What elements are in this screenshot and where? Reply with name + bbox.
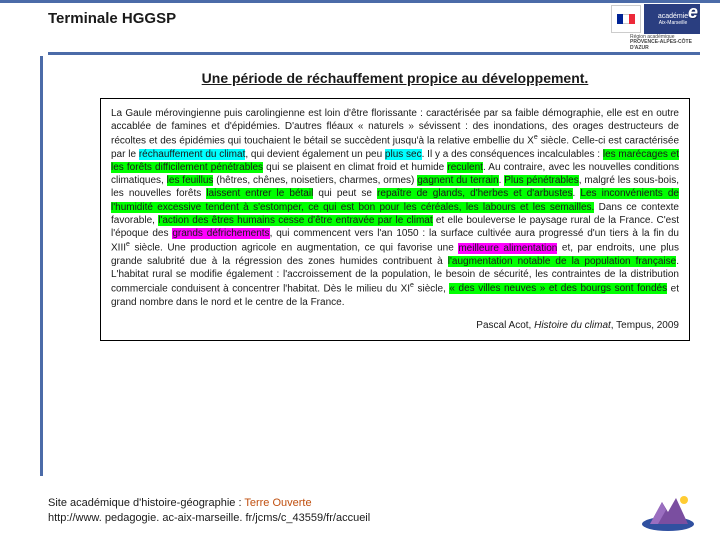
region-label: Région académique PROVENCE-ALPES-CÔTE D'… bbox=[630, 35, 700, 51]
footer-brand: Terre Ouverte bbox=[244, 497, 311, 509]
page-title: Terminale HGGSP bbox=[48, 10, 700, 27]
hl-reculent: reculent bbox=[447, 162, 483, 173]
hl-plus-sec: plus sec bbox=[385, 149, 422, 160]
terre-ouverte-icon bbox=[640, 490, 696, 532]
hl-penetrables: Plus pénétrables bbox=[504, 175, 579, 186]
top-accent-line bbox=[0, 0, 720, 3]
header-logos: académie Aix-Marseille e Région académiq… bbox=[611, 4, 700, 51]
footer-url: http://www. pedagogie. ac-aix-marseille.… bbox=[48, 511, 370, 526]
hl-gagnent: gagnent du terrain bbox=[417, 175, 498, 186]
citation: Pascal Acot, Histoire du climat, Tempus,… bbox=[111, 319, 679, 332]
header-divider bbox=[48, 52, 700, 55]
republique-logo bbox=[611, 5, 641, 33]
hl-repaitre: repaître de glands, d'herbes et d'arbust… bbox=[377, 188, 573, 199]
hl-villes-neuves: « des villes neuves » et des bourgs sont… bbox=[449, 283, 667, 294]
hl-betail: laissent entrer le bétail bbox=[206, 188, 313, 199]
left-accent-bar bbox=[40, 56, 43, 476]
quote-box: La Gaule mérovingienne puis carolingienn… bbox=[100, 98, 690, 341]
academie-label: académie bbox=[658, 13, 688, 20]
hl-feuillus: les feuillus bbox=[167, 175, 214, 186]
footer: Site académique d'histoire-géographie : … bbox=[48, 496, 370, 526]
academie-sub: Aix-Marseille bbox=[659, 20, 688, 26]
academie-logo: académie Aix-Marseille e bbox=[644, 4, 700, 34]
section-title: Une période de réchauffement propice au … bbox=[100, 70, 690, 86]
footer-line1: Site académique d'histoire-géographie : … bbox=[48, 496, 370, 511]
header: Terminale HGGSP académie Aix-Marseille e… bbox=[48, 10, 700, 50]
hl-action-humains: l'action des êtres humains cesse d'être … bbox=[158, 215, 432, 226]
quote-paragraph: La Gaule mérovingienne puis carolingienn… bbox=[111, 107, 679, 309]
hl-defrichements: grands défrichements bbox=[172, 228, 269, 239]
hl-rechauffement: réchauffement du climat bbox=[139, 149, 246, 160]
main-content: Une période de réchauffement propice au … bbox=[100, 70, 690, 341]
hl-alimentation: meilleure alimentation bbox=[458, 243, 557, 254]
e-icon: e bbox=[688, 2, 698, 23]
hl-population: l'augmentation notable de la population … bbox=[448, 256, 676, 267]
